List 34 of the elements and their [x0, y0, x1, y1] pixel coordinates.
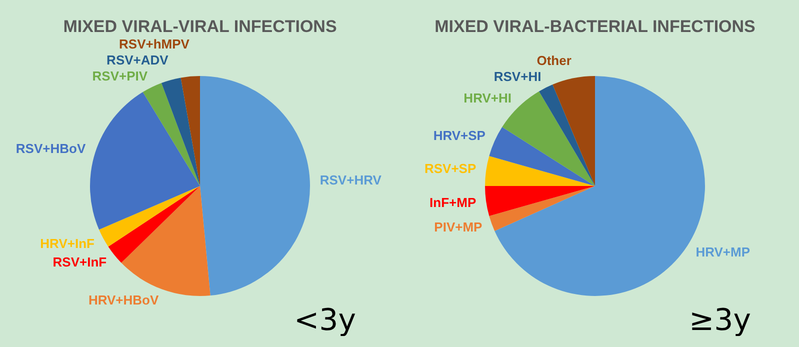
slice-label: HRV+SP [433, 128, 486, 144]
slice-label: RSV+HI [494, 68, 542, 84]
slice-label: RSV+PIV [92, 68, 148, 84]
pie-slice [161, 78, 200, 186]
slice-label: HRV+InF [40, 236, 95, 252]
pie-slice [552, 76, 595, 186]
slice-label: RSV+hMPV [119, 36, 190, 52]
pie-slice [489, 127, 595, 186]
pie-slice [108, 186, 200, 263]
slice-label: HRV+HI [464, 90, 512, 106]
pie-slice [200, 76, 310, 296]
pie-slice [142, 82, 200, 186]
pie-slice [90, 92, 200, 230]
slice-label: RSV+SP [424, 161, 476, 176]
pie-slice [485, 186, 595, 216]
slice-label: RSV+HRV [320, 172, 382, 188]
slice-label: Other [536, 52, 572, 68]
slice-label: InF+MP [430, 194, 476, 210]
pie-slice [485, 156, 595, 186]
slice-label: HRV+MP [696, 244, 750, 260]
chart-title: MIXED VIRAL-VIRAL INFECTIONS [63, 17, 337, 36]
slice-label: RSV+InF [52, 254, 107, 270]
pie-slice [539, 84, 595, 186]
chart-title: MIXED VIRAL-BACTERIAL INFECTIONS [434, 17, 756, 36]
slice-label: PIV+MP [434, 220, 483, 235]
slice-label: RSV+HBoV [16, 141, 86, 156]
pie-slice [489, 186, 595, 231]
pie-slice [121, 186, 210, 296]
text: ≥3y [689, 303, 751, 338]
slice-label: HRV+HBoV [88, 292, 159, 308]
slice-label: RSV+ADV [106, 52, 169, 68]
pie-slice [180, 76, 200, 186]
pie-slice [99, 186, 200, 247]
text: <3y [294, 303, 356, 338]
